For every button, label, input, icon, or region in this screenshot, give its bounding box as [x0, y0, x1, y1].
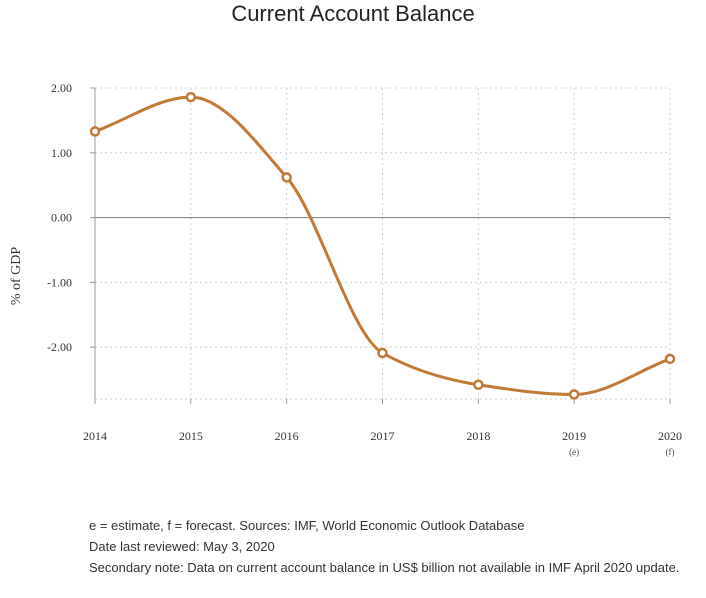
x-axis-labels: 2014 2015 2016 2017 2018 2019 (e) 2020 (f) [83, 429, 682, 457]
y-tick-label: -1.00 [47, 275, 72, 289]
data-point [281, 172, 292, 183]
data-point [664, 353, 676, 365]
y-tick-label: 0.00 [51, 211, 72, 225]
data-point [89, 126, 101, 137]
data-point [377, 347, 388, 359]
line-chart: 2014 2015 2016 2017 2018 2019 (e) 2020 (f) 2.00 1… [9, 81, 682, 457]
data-points [89, 91, 676, 400]
x-tick-label: 2016 [275, 429, 299, 443]
x-tick-label: 2020 [658, 429, 682, 443]
footnotes: e = estimate, f = forecast. Sources: IMF… [89, 515, 706, 578]
x-tick-label: 2015 [179, 429, 203, 443]
x-tick-label: 2018 [466, 429, 490, 443]
data-point [568, 389, 580, 400]
x-tick-label: 2017 [371, 429, 395, 443]
chart-title: Current Account Balance [231, 1, 475, 26]
y-tick-label: 1.00 [51, 146, 72, 160]
y-tick-label: 2.00 [51, 81, 72, 95]
x-tick-label: 2019 [562, 429, 586, 443]
footnote-reviewed: Date last reviewed: May 3, 2020 [89, 539, 275, 554]
x-tick-label: 2014 [83, 429, 107, 443]
footnote-sources: e = estimate, f = forecast. Sources: IMF… [89, 518, 525, 533]
axes [90, 87, 671, 404]
y-tick-label: -2.00 [47, 340, 72, 354]
x-tick-note: (e) [569, 447, 579, 457]
y-axis-labels: 2.00 1.00 0.00 -1.00 -2.00 [47, 81, 72, 354]
data-point [473, 379, 484, 390]
y-axis-title: % of GDP [9, 247, 24, 306]
footnote-secondary: Secondary note: Data on current account … [89, 560, 680, 575]
x-tick-note: (f) [666, 447, 675, 457]
data-point [185, 91, 197, 103]
